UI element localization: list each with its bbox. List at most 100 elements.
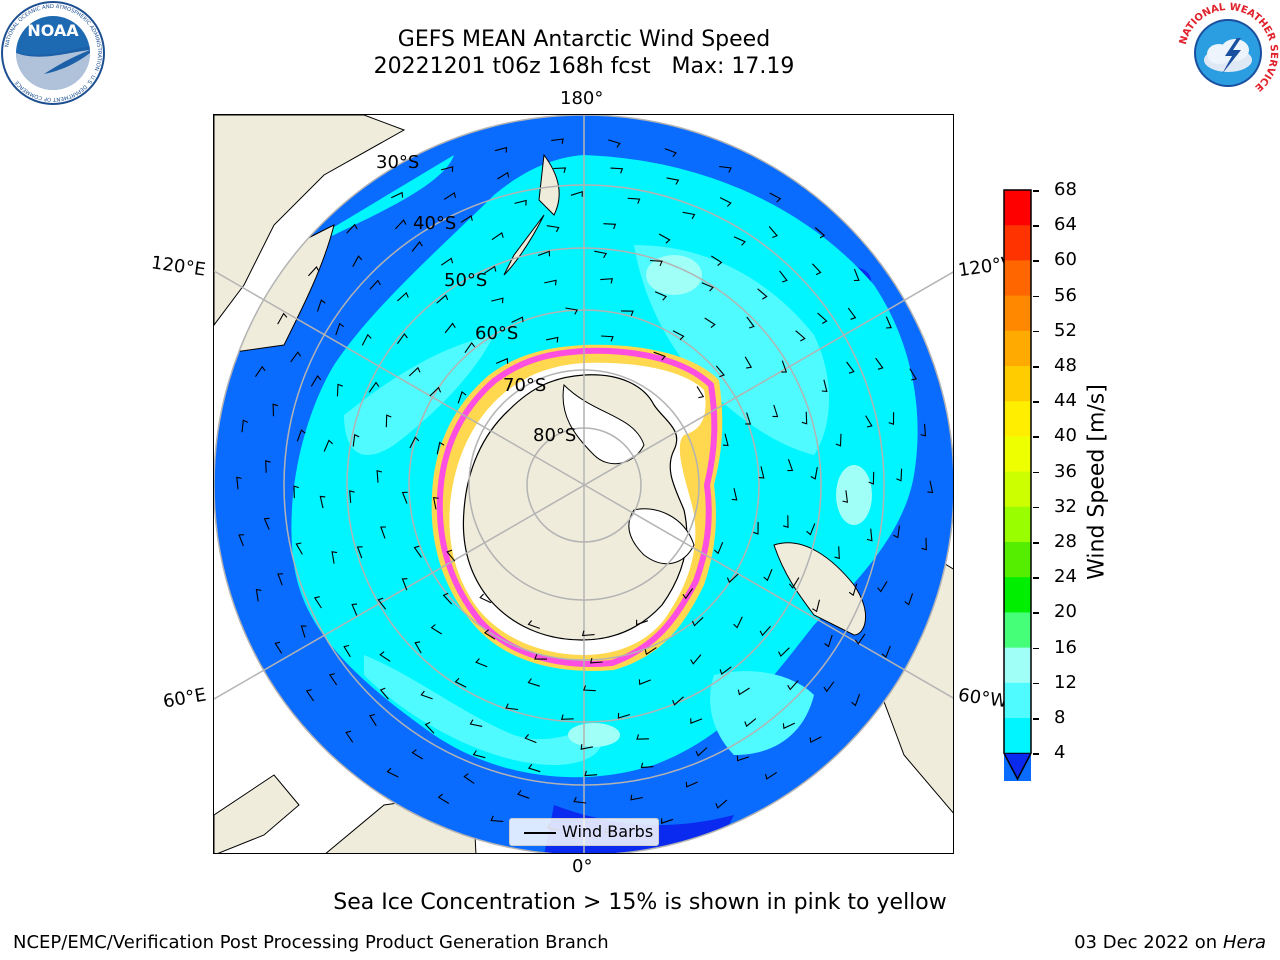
colorbar-tick-label: 48: [1054, 355, 1077, 376]
colorbar-tick-mark: [1033, 436, 1039, 438]
colorbar-tick-mark: [1033, 225, 1039, 227]
colorbar-segment: [1004, 295, 1031, 332]
colorbar-segment: [1004, 260, 1031, 297]
wind-barb: [653, 351, 666, 361]
wind-barb: [781, 360, 788, 373]
wind-barb: [726, 573, 739, 584]
wind-barb: [685, 781, 698, 788]
wind-barb: [385, 414, 392, 428]
colorbar-segment: [1004, 682, 1031, 719]
wind-barb: [719, 666, 732, 676]
lat-label-60s: 60°S: [475, 323, 519, 344]
colorbar-segment: [1004, 471, 1031, 508]
wind-barb: [570, 190, 583, 197]
colorbar-tick-mark: [1033, 577, 1039, 579]
lat-label-40s: 40°S: [413, 213, 457, 234]
wind-barb: [682, 588, 694, 600]
wind-barb: [277, 312, 288, 325]
wind-barb: [620, 310, 634, 317]
wind-barb: [927, 480, 934, 494]
wind-barb: [881, 645, 891, 659]
date-line: 03 Dec 2022 on Hera: [1074, 932, 1266, 953]
new-zealand-south: [503, 214, 545, 276]
noaa-logo-text: NOAA: [27, 21, 79, 40]
wind-barb: [313, 596, 322, 609]
lon-label-0: 0°: [572, 856, 593, 877]
colorbar-segment: [1004, 647, 1031, 684]
wind-barb: [787, 680, 799, 691]
wind-barb: [300, 625, 307, 638]
wind-barb: [713, 541, 724, 555]
wind-barb: [345, 730, 354, 743]
wind-barb: [307, 266, 320, 277]
wind-barb: [457, 390, 467, 404]
wind-barb: [368, 381, 380, 393]
wind-barb: [546, 225, 560, 233]
wind-barb: [649, 259, 663, 267]
wind-barb: [580, 744, 594, 750]
wind-barb: [376, 469, 383, 483]
wind-barbs-legend: Wind Barbs: [509, 818, 659, 846]
wind-barb: [401, 578, 408, 591]
wind-barb: [236, 476, 242, 490]
colorbar-tick-label: 4: [1054, 742, 1066, 764]
colorbar-tick-mark: [1033, 190, 1039, 192]
wind-barb: [446, 549, 456, 562]
wind-barb: [369, 713, 377, 727]
colorbar-segment: [1004, 330, 1031, 367]
wind-barb: [896, 468, 903, 482]
wind-barb: [336, 383, 343, 397]
lat-label-50s: 50°S: [444, 270, 488, 291]
wind-barb: [764, 771, 778, 780]
wind-barb: [356, 546, 363, 559]
wind-barb: [814, 227, 826, 239]
wind-barb: [527, 678, 540, 687]
wind-barb: [401, 491, 408, 504]
wind-barb: [394, 219, 407, 230]
wind-barb: [517, 789, 530, 799]
wind-barb: [787, 459, 794, 472]
wind-barb: [812, 599, 821, 613]
lon-label-60w: 60°W: [956, 684, 1009, 713]
wind-barb: [241, 419, 249, 433]
wind-barb: [436, 441, 445, 455]
wind-barb: [769, 192, 782, 203]
colorbar-tick-label: 16: [1054, 636, 1077, 658]
wind-barb: [690, 718, 703, 724]
colorbar-label: Wind Speed [m/s]: [1084, 384, 1110, 580]
wind-barb: [746, 316, 755, 329]
wind-barb: [444, 322, 456, 334]
wind-barb: [238, 534, 245, 547]
wind-barb: [783, 515, 789, 529]
colorbar-tick-mark: [1033, 718, 1039, 720]
wind-barb: [544, 279, 557, 286]
wind-barb: [274, 641, 283, 654]
wind-barb: [601, 335, 614, 342]
wind-barb: [866, 528, 873, 542]
wind-barb: [617, 712, 631, 719]
wind-barb: [583, 685, 596, 692]
wind-barb: [424, 721, 435, 734]
wind-barb: [909, 368, 917, 381]
colorbar-segment: [1004, 542, 1031, 578]
wind-barb: [255, 588, 262, 602]
wind-barb: [265, 460, 271, 473]
wind-barb: [691, 616, 704, 627]
colorbar-segment: [1004, 401, 1031, 437]
wind-barb: [733, 616, 743, 629]
colorbar-tick-label: 36: [1054, 460, 1077, 482]
wind-barb: [369, 279, 381, 290]
graticule: [214, 115, 953, 853]
wind-barb: [527, 620, 540, 629]
wind-barb: [848, 583, 858, 597]
wind-barb: [824, 634, 833, 648]
wind-barb: [696, 386, 705, 399]
wind-barb: [854, 633, 866, 645]
wind-barb: [413, 545, 422, 558]
wind-barb: [463, 773, 475, 784]
wind-barb: [736, 755, 750, 762]
wind-barb: [581, 630, 595, 637]
wind-barb: [514, 199, 527, 206]
wind-barb: [758, 466, 765, 479]
wind-barb: [464, 341, 476, 354]
